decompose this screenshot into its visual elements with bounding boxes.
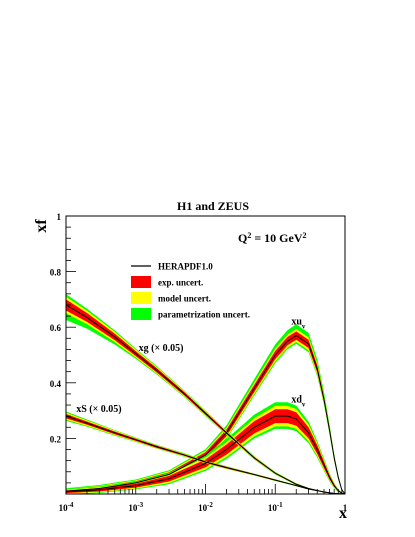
x-tick-label: 10-4 (59, 501, 74, 513)
x-tick-label: 10-1 (268, 501, 283, 513)
legend-swatch-param (131, 308, 151, 320)
series-label-xs-0-05: xS (× 0.05) (76, 404, 121, 415)
y-tick-label: 0.2 (50, 434, 62, 444)
uncertainty-bands (66, 294, 345, 495)
legend-item-line: HERAPDF1.0 (131, 262, 213, 272)
y-tick-label: 0.6 (50, 323, 62, 333)
x-tick-label: 10-2 (198, 501, 213, 513)
legend-swatch-exp (131, 276, 151, 288)
x-axis-label: x (339, 505, 347, 522)
y-tick-label: 0.4 (50, 379, 62, 389)
legend-item-model: model uncert. (131, 292, 211, 304)
band-exp-xg-0-05 (66, 299, 345, 494)
series-label-xu-v: xuv (291, 316, 306, 330)
axes: 10-4 10-3 10-2 10-1 1 0.2 0.4 0.6 0.8 1 (50, 212, 348, 513)
band-model-xg-0-05 (66, 296, 345, 494)
legend-label-exp: exp. uncert. (158, 278, 203, 288)
series-labels: xuv xdv xg (× 0.05) xS (× 0.05) (76, 316, 306, 415)
x-tick-label: 1 (343, 503, 348, 513)
y-tick-label: 1 (57, 212, 62, 222)
y-axis-label: xf (33, 219, 50, 233)
legend-swatch-model (131, 292, 151, 304)
legend-label-line: HERAPDF1.0 (158, 262, 213, 272)
x-tick-label: 10-3 (128, 501, 143, 513)
legend-item-param: parametrization uncert. (131, 308, 250, 320)
band-param-xg-0-05 (66, 294, 345, 494)
legend: HERAPDF1.0 exp. uncert. model uncert. param… (131, 262, 250, 320)
legend-item-exp: exp. uncert. (131, 276, 203, 288)
y-tick-label: 0.8 (50, 268, 62, 278)
series-label-xd-v: xdv (291, 394, 306, 408)
curve-xu-v (65, 334, 346, 495)
legend-label-param: parametrization uncert. (158, 310, 250, 320)
chart-title: H1 and ZEUS (177, 199, 249, 213)
central-curves (65, 304, 346, 495)
curve-xd-v (65, 415, 346, 495)
scale-label: Q2 = 10 GeV2 (238, 231, 307, 246)
legend-label-model: model uncert. (158, 294, 211, 304)
curve-xs-0-05 (65, 415, 346, 495)
scale-label-text: Q (238, 231, 247, 245)
series-label-xg-0-05: xg (× 0.05) (139, 343, 184, 354)
scale-label-sup: 2 (247, 231, 251, 240)
